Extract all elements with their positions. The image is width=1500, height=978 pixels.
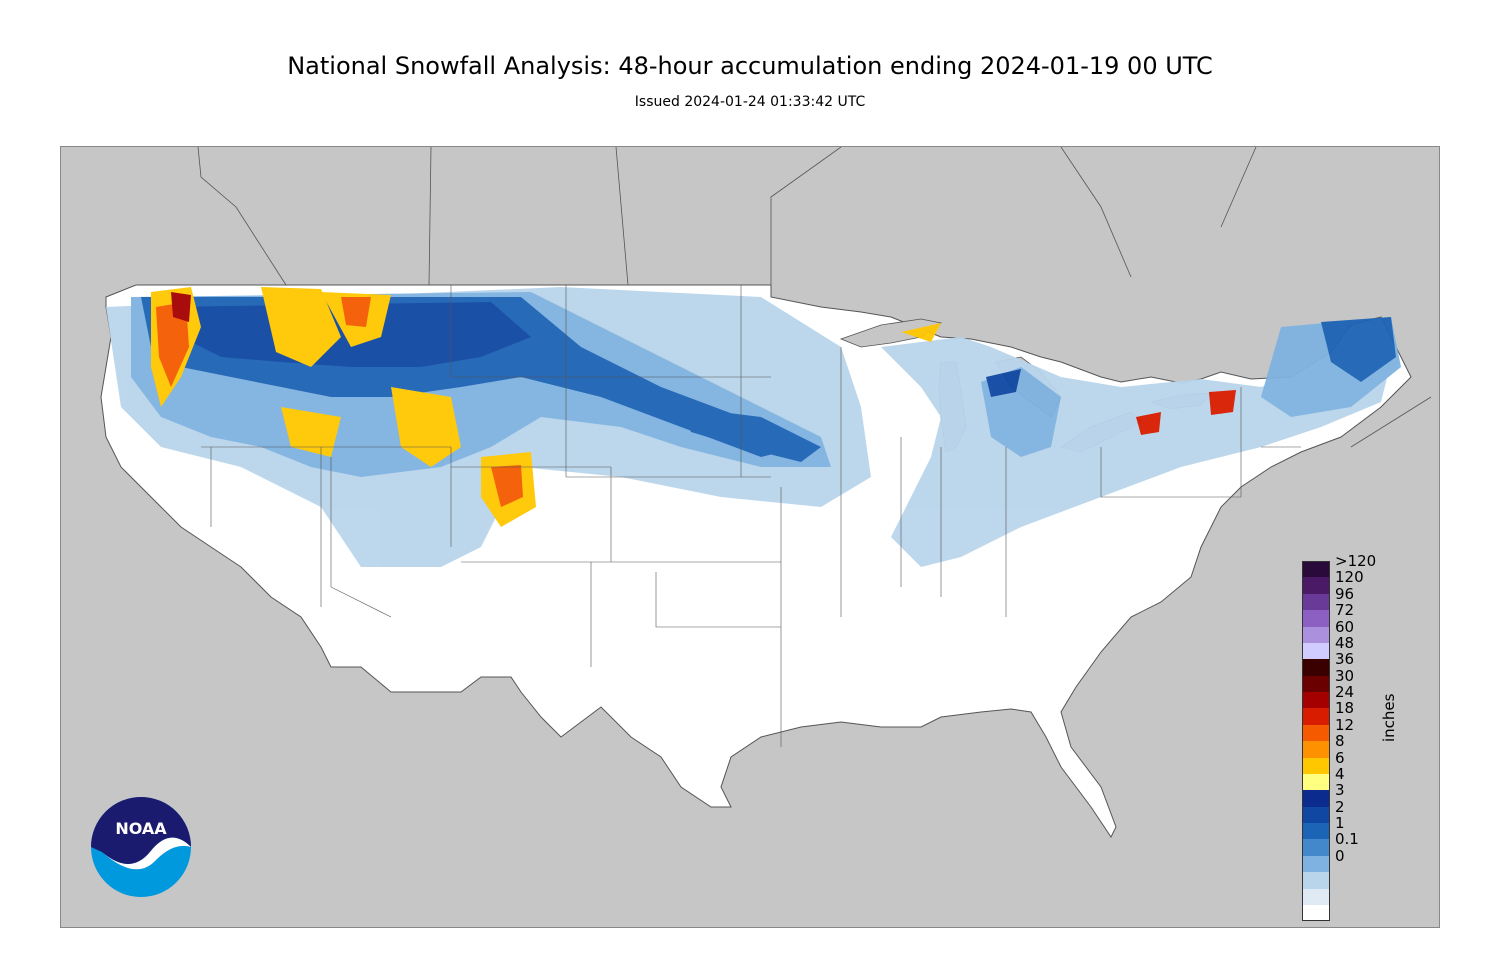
legend-swatch xyxy=(1302,708,1330,725)
legend-label: >120 xyxy=(1335,552,1377,570)
snowfall-map xyxy=(60,146,1440,928)
legend-swatch xyxy=(1302,741,1330,758)
legend-label: 36 xyxy=(1335,650,1355,669)
legend-colorbar xyxy=(1302,561,1330,922)
legend-label: 6 xyxy=(1335,748,1345,767)
noaa-logo-text: NOAA xyxy=(115,819,167,838)
legend-swatch xyxy=(1302,577,1330,594)
legend-swatch xyxy=(1302,642,1330,660)
legend-label: 2 xyxy=(1335,797,1345,816)
legend-swatch xyxy=(1302,806,1330,823)
legend-swatch xyxy=(1302,610,1330,627)
legend-label: 96 xyxy=(1335,584,1355,603)
legend-label: 1 xyxy=(1335,814,1345,832)
legend-swatch xyxy=(1302,773,1330,791)
legend-swatch xyxy=(1302,790,1330,807)
legend-label: 60 xyxy=(1335,617,1355,636)
legend-swatch xyxy=(1302,904,1330,922)
legend-label: 72 xyxy=(1335,601,1355,620)
legend-swatch xyxy=(1302,757,1330,774)
legend-swatch xyxy=(1302,675,1330,692)
legend-label: 24 xyxy=(1335,683,1355,701)
legend-label: 12 xyxy=(1335,715,1355,734)
state-borders xyxy=(201,285,1301,747)
legend-units-label: inches xyxy=(1380,693,1398,742)
map-svg xyxy=(100,147,1432,838)
legend-label: 48 xyxy=(1335,633,1355,652)
legend-swatch xyxy=(1302,626,1330,643)
legend-label: 30 xyxy=(1335,666,1355,685)
legend-label: 0.1 xyxy=(1335,830,1359,849)
legend-label: 4 xyxy=(1335,764,1345,783)
legend-swatch xyxy=(1302,692,1330,709)
noaa-logo: NOAA xyxy=(91,797,191,897)
legend-swatch xyxy=(1302,724,1330,742)
legend-label: 120 xyxy=(1335,568,1364,587)
country-borders xyxy=(197,147,1432,448)
issued-timestamp: Issued 2024-01-24 01:33:42 UTC xyxy=(634,94,866,110)
legend-swatch xyxy=(1302,659,1330,676)
legend-label: 18 xyxy=(1335,699,1355,718)
legend-swatch xyxy=(1302,888,1330,905)
legend-label: 0 xyxy=(1335,846,1345,865)
legend-swatch xyxy=(1302,872,1330,889)
legend-swatch xyxy=(1302,561,1330,578)
legend-label: 3 xyxy=(1335,781,1345,800)
legend-label: 8 xyxy=(1335,732,1345,751)
legend-swatch xyxy=(1302,839,1330,856)
map-title: National Snowfall Analysis: 48-hour accu… xyxy=(287,52,1213,80)
legend-swatch xyxy=(1302,855,1330,873)
legend-swatch xyxy=(1302,823,1330,840)
legend-swatch xyxy=(1302,593,1330,611)
legend-labels: >120 120 96 72 60 48 36 30 24 18 12 8 6 … xyxy=(1335,552,1377,865)
